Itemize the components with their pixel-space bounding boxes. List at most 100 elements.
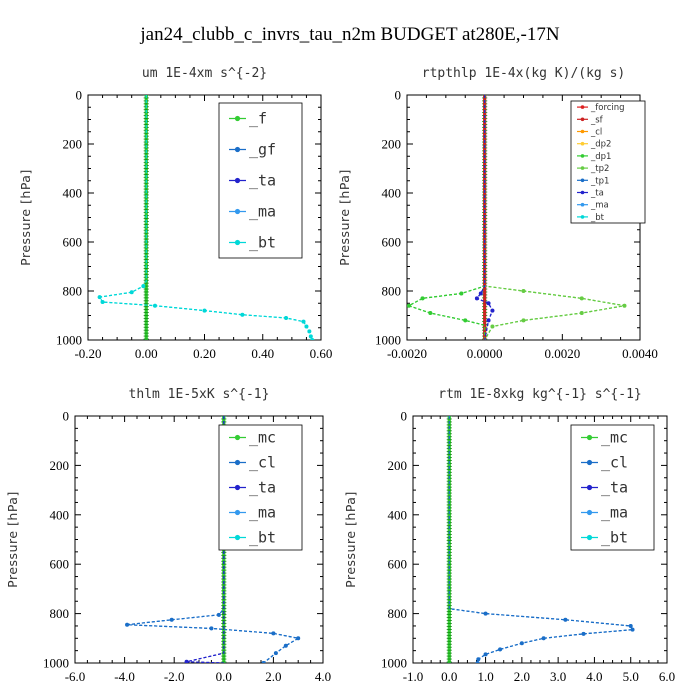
y-tick-label: 0 (395, 88, 402, 103)
plot-area (97, 95, 315, 340)
data-point (304, 324, 309, 329)
data-point (301, 319, 306, 324)
data-point (486, 318, 491, 323)
chart-panel-4: rtm 1E-8xkg kg^{-1} s^{-1} 0 200 400 600 800 1… (343, 387, 675, 684)
data-point (475, 661, 480, 663)
x-tick-label: 0.0020 (544, 346, 580, 361)
y-tick-label: 400 (50, 507, 70, 522)
legend-label: _bt (249, 234, 276, 252)
series-line-ta (186, 416, 225, 663)
legend: _mc _cl _ta _ma _bt (570, 424, 655, 551)
legend-label: _mc (601, 429, 628, 447)
y-tick-label: 800 (63, 284, 83, 299)
x-tick-label: 0.40 (251, 346, 274, 361)
legend-swatch-marker (580, 178, 585, 183)
series-line-dp1 (407, 95, 486, 340)
data-point (622, 303, 627, 308)
legend-swatch-marker (580, 215, 585, 219)
data-point (490, 324, 495, 329)
legend-label: _tp1 (590, 176, 609, 186)
x-tick-label: 4.0 (315, 669, 331, 684)
legend-label: _forcing (590, 103, 625, 113)
data-point (283, 643, 288, 648)
legend-swatch-marker (234, 509, 241, 516)
data-point (521, 318, 526, 323)
x-tick-label: 0.0040 (622, 346, 658, 361)
data-point (129, 290, 134, 295)
x-tick-label: 6.0 (659, 669, 675, 684)
data-point (420, 296, 425, 301)
y-axis-label: Pressure [hPa] (5, 491, 20, 588)
legend-label: _bt (249, 529, 276, 547)
y-tick-label: 800 (50, 606, 70, 621)
data-point (541, 636, 546, 641)
x-tick-label: 4.0 (586, 669, 602, 684)
data-point (240, 312, 245, 317)
y-tick-label: 600 (388, 557, 408, 572)
data-point (152, 303, 157, 308)
x-tick-label: 0.60 (310, 346, 333, 361)
legend-swatch-marker (580, 154, 585, 158)
data-point (310, 338, 315, 340)
x-tick-label: 0.0000 (467, 346, 503, 361)
data-point (273, 651, 278, 656)
y-tick-label: 1000 (375, 333, 401, 348)
x-tick-label: -0.20 (74, 346, 101, 361)
figure-title: jan24_clubb_c_invrs_tau_n2m BUDGET at280… (139, 24, 559, 45)
data-point (307, 329, 312, 334)
legend-swatch-marker (580, 129, 585, 134)
legend-swatch-marker (586, 484, 593, 491)
y-tick-label: 600 (382, 235, 402, 250)
y-axis-label: Pressure [hPa] (343, 491, 358, 588)
legend: _mc _cl _ta _ma _bt (218, 424, 303, 551)
x-tick-label: 1.0 (477, 669, 493, 684)
x-tick-label: 0.20 (193, 346, 216, 361)
legend: _f _gf _ta _ma _bt (218, 102, 303, 259)
legend-label: _bt (590, 213, 605, 223)
data-point (581, 631, 586, 636)
data-point (483, 611, 488, 616)
legend-label: _dp1 (590, 152, 611, 162)
data-point (579, 296, 584, 301)
legend-label: _ma (601, 504, 628, 522)
legend-label: _f (249, 110, 267, 128)
legend-label: _ta (249, 172, 276, 190)
legend-swatch-marker (586, 434, 593, 441)
data-point (184, 659, 189, 663)
legend-label: _cl (249, 454, 276, 472)
y-tick-label: 600 (63, 235, 83, 250)
data-point (100, 300, 105, 305)
series-overlay-dp1 (407, 95, 486, 340)
y-tick-label: 0 (401, 409, 408, 424)
y-tick-label: 1000 (56, 333, 82, 348)
legend-label: _ta (590, 189, 604, 199)
y-tick-label: 200 (388, 458, 408, 473)
legend-label: _mc (249, 429, 276, 447)
x-tick-label: 2.0 (265, 669, 281, 684)
x-tick-label: 0.0 (216, 669, 232, 684)
y-tick-label: 0 (63, 409, 70, 424)
x-tick-label: 2.0 (514, 669, 530, 684)
data-point (308, 334, 313, 339)
x-tick-label: -1.0 (403, 669, 424, 684)
data-point (216, 612, 221, 617)
y-tick-label: 400 (388, 507, 408, 522)
panel-title: um 1E-4xm s^{-2} (142, 66, 267, 81)
y-tick-label: 600 (50, 557, 70, 572)
data-point (261, 661, 266, 663)
legend-swatch-marker (234, 208, 241, 215)
x-tick-label: -4.0 (114, 669, 135, 684)
legend-swatch-marker (586, 459, 593, 466)
y-tick-label: 200 (382, 137, 402, 152)
y-tick-label: 200 (50, 458, 70, 473)
data-point (579, 311, 584, 316)
y-axis-label: Pressure [hPa] (337, 169, 352, 266)
data-point (476, 657, 481, 662)
x-tick-label: -2.0 (164, 669, 185, 684)
y-axis-label: Pressure [hPa] (18, 169, 33, 266)
legend-label: _bt (601, 529, 628, 547)
panel-title: rtm 1E-8xkg kg^{-1} s^{-1} (438, 387, 642, 402)
data-point (486, 301, 491, 306)
legend-swatch-marker (234, 534, 241, 541)
